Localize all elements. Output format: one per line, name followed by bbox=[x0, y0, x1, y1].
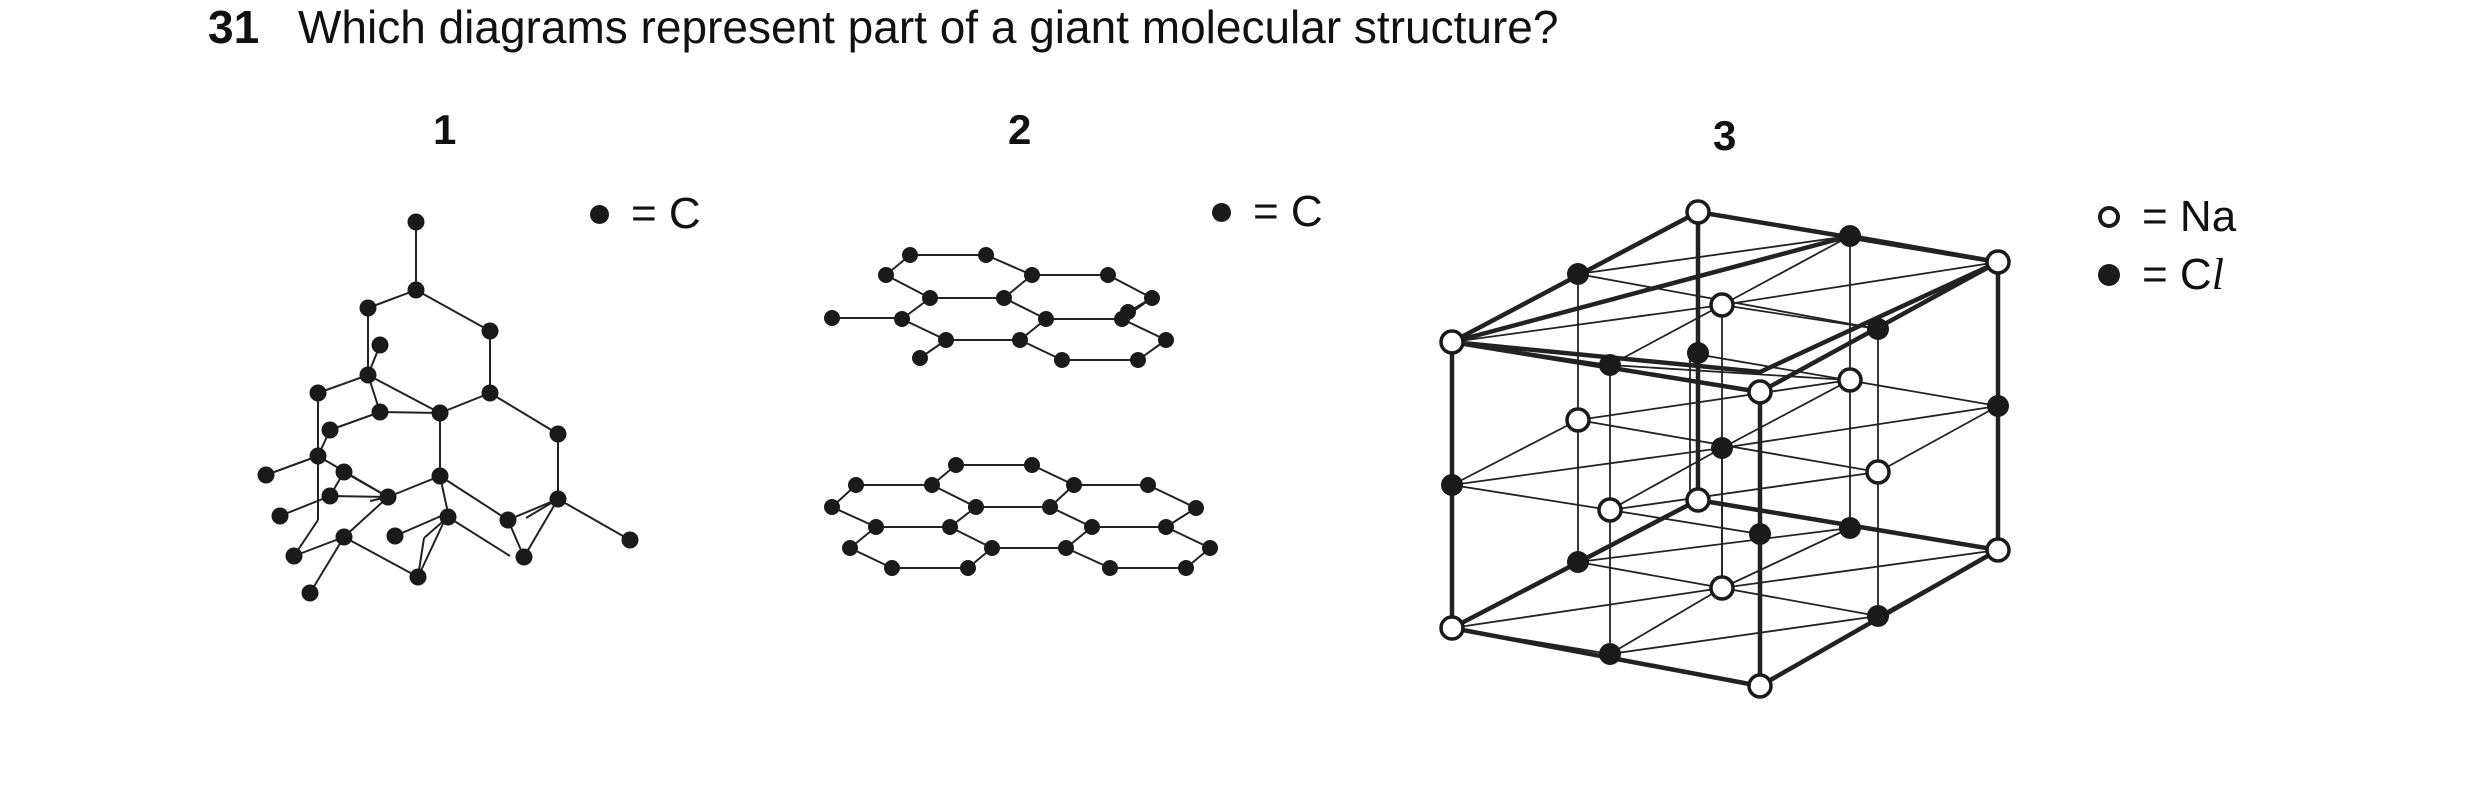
sodium-chloride-lattice-diagram bbox=[0, 0, 2480, 795]
